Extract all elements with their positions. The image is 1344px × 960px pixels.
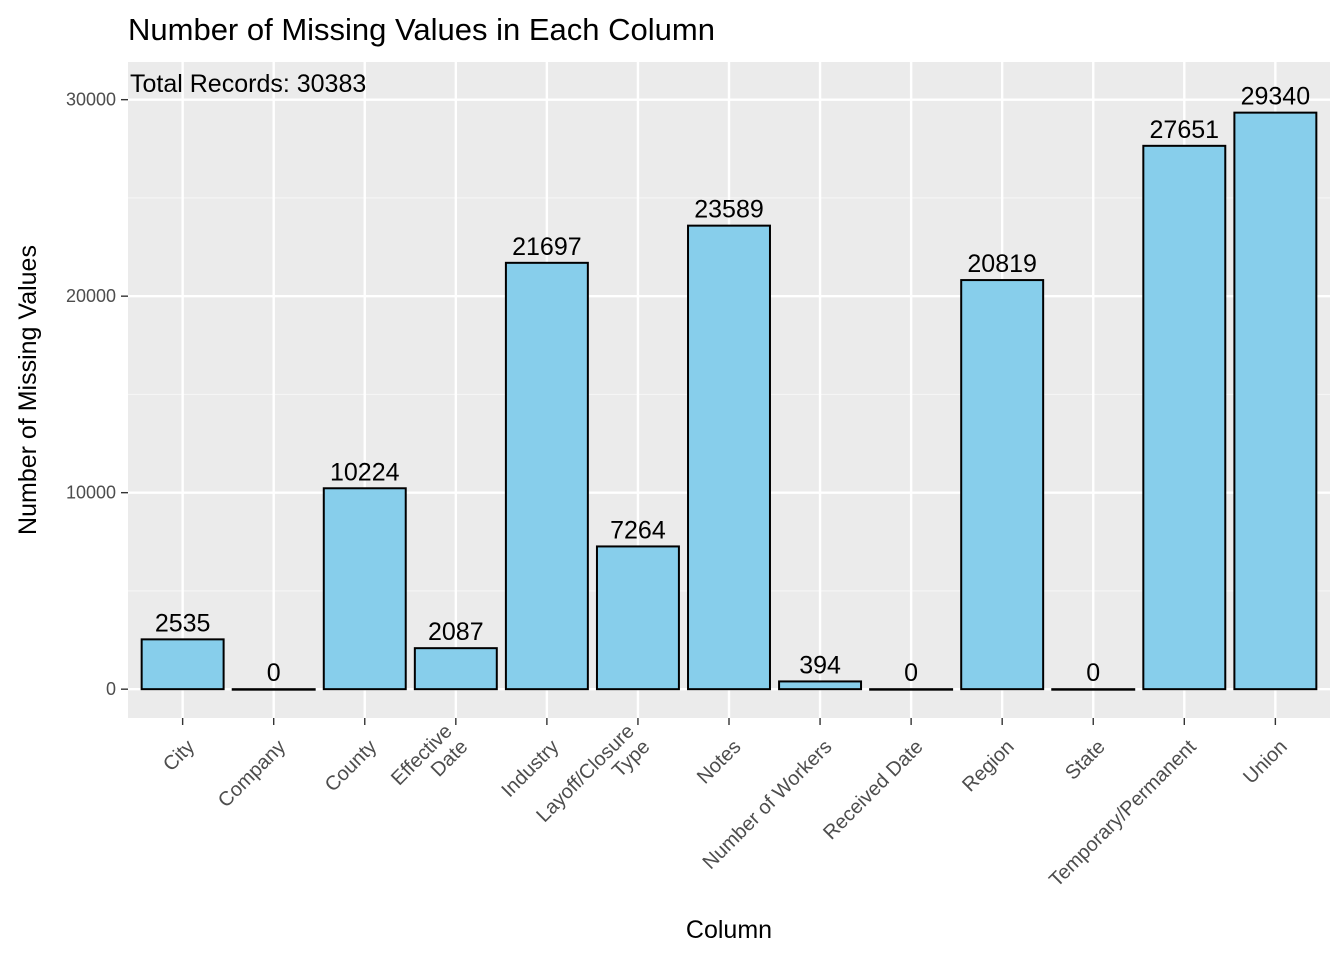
chart-title: Number of Missing Values in Each Column (128, 12, 715, 47)
bar-labels: 2535 0 10224 2087 21697 7264 23589 394 0 20819 0 27… (155, 83, 1310, 688)
bar (413, 647, 498, 691)
bar (231, 688, 316, 691)
x-tick-label-line: State (1061, 736, 1110, 785)
total-records-annotation: Total Records: 30383 (130, 70, 366, 98)
x-tick-label: State (1061, 736, 1110, 785)
bar-value-label: 10224 (330, 458, 400, 486)
x-tick-label: EffectiveDate (387, 720, 472, 805)
x-tick-label-line: City (159, 736, 199, 776)
bar (778, 680, 863, 691)
bar (1051, 688, 1136, 691)
x-tick-label: Union (1239, 736, 1292, 789)
x-tick-label: Layoff/ClosureType (532, 720, 654, 842)
y-axis-title: Number of Missing Values (14, 245, 42, 535)
x-tick-label: County (321, 736, 381, 796)
bar (1233, 111, 1318, 691)
x-tick-label-line: Company (214, 736, 290, 812)
x-tick-label: City (159, 736, 199, 776)
bar-value-label: 27651 (1150, 116, 1220, 144)
x-axis-title: Column (686, 916, 772, 944)
y-tick-label: 30000 (66, 90, 116, 110)
bar (504, 261, 589, 691)
x-tick-label-line: Region (958, 736, 1018, 796)
bar-value-label: 2087 (428, 618, 484, 646)
x-tick-label-line: Notes (693, 736, 746, 789)
y-tick-label: 20000 (66, 286, 116, 306)
bar-value-label: 0 (1086, 659, 1100, 687)
bar-value-label: 20819 (967, 250, 1037, 278)
bar-value-label: 394 (799, 651, 841, 679)
bars (140, 111, 1318, 691)
bar-value-label: 29340 (1241, 83, 1311, 111)
x-tick-label-line: Temporary/Permanent (1045, 736, 1201, 892)
bar (595, 545, 680, 691)
x-tick-label: Company (214, 736, 290, 812)
bar (1142, 144, 1227, 691)
bar-value-label: 0 (904, 659, 918, 687)
bar-value-label: 2535 (155, 609, 211, 637)
bar-value-label: 21697 (512, 233, 582, 261)
bar (869, 688, 954, 691)
x-tick-label: Temporary/Permanent (1045, 736, 1201, 892)
x-axis: City Company County EffectiveDate IndustryLa… (159, 718, 1292, 891)
bar-value-label: 0 (267, 659, 281, 687)
x-tick-label: Notes (693, 736, 746, 789)
bar (140, 638, 225, 691)
x-tick-label-line: County (321, 736, 381, 796)
bar-value-label: 7264 (610, 516, 666, 544)
bar-value-label: 23589 (694, 196, 764, 224)
y-tick-label: 10000 (66, 483, 116, 503)
bar (322, 487, 407, 691)
bar (687, 224, 771, 691)
bar (960, 279, 1045, 691)
y-tick-label: 0 (106, 679, 116, 699)
x-tick-label-line: Union (1239, 736, 1292, 789)
x-tick-label: Region (958, 736, 1018, 796)
y-axis: 0 10000 20000 30000 (66, 90, 128, 699)
